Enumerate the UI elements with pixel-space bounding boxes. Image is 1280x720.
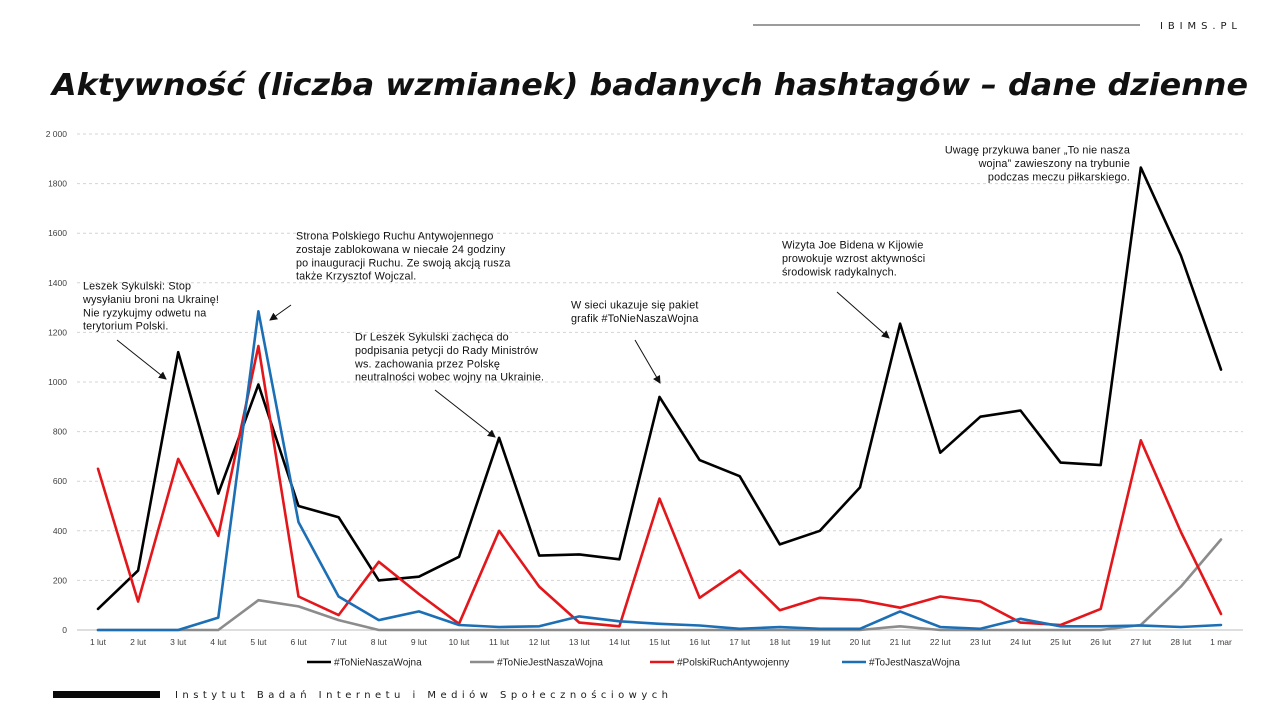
legend-label: #PolskiRuchAntywojenny (677, 658, 789, 669)
x-tick-label: 1 mar (1210, 637, 1232, 647)
x-tick-label: 23 lut (970, 637, 991, 647)
annotation-arrow (634, 339, 661, 384)
x-tick-label: 3 lut (170, 637, 187, 647)
x-tick-label: 24 lut (1010, 637, 1031, 647)
annotation: Strona Polskiego Ruchu Antywojennegozost… (269, 231, 511, 321)
x-tick-label: 8 lut (371, 637, 388, 647)
x-tick-label: 11 lut (489, 637, 510, 647)
x-tick-label: 10 lut (449, 637, 470, 647)
annotation: Dr Leszek Sykulski zachęca dopodpisania … (354, 332, 544, 438)
y-tick-label: 0 (62, 625, 67, 635)
annotation-line: zostaje zablokowana w niecałe 24 godziny (296, 244, 506, 256)
y-tick-label: 1600 (48, 228, 67, 238)
header: IBIMS.PL (753, 21, 1237, 32)
y-tick-label: 200 (53, 575, 67, 585)
annotation-line: Nie ryzykujmy odwetu na (83, 307, 206, 319)
y-tick-label: 1800 (48, 179, 67, 189)
legend-label: #ToJestNaszaWojna (869, 658, 960, 669)
annotation-line: grafik #ToNieNaszaWojna (571, 313, 698, 325)
series-line-polskiruchantywojenny (96, 344, 1223, 628)
y-tick-label: 1000 (48, 377, 67, 387)
x-tick-label: 25 lut (1050, 637, 1071, 647)
annotation-line: po inauguracji Ruchu. Ze swoją akcją rus… (296, 257, 511, 269)
annotation-line: wysyłaniu broni na Ukrainę! (82, 294, 219, 306)
x-tick-label: 6 lut (290, 637, 307, 647)
y-tick-label: 600 (53, 476, 67, 486)
x-tick-label: 14 lut (609, 637, 630, 647)
annotation-line: środowisk radykalnych. (782, 266, 897, 278)
annotation-line: podpisania petycji do Rady Ministrów (355, 345, 538, 357)
annotation-line: wojna” zawieszony na trybunie (978, 158, 1130, 170)
series-line-tonienaszawojna (96, 166, 1223, 611)
series-lines (96, 166, 1223, 632)
line-chart: 0 200 400 600 800 1000 1200 1400 1600 1800 2 000 1 … (46, 129, 1243, 669)
x-tick-label: 13 lut (569, 637, 590, 647)
x-tick-label: 5 lut (250, 637, 267, 647)
x-tick-label: 4 lut (210, 637, 227, 647)
x-tick-label: 28 lut (1170, 637, 1191, 647)
x-tick-label: 21 lut (890, 637, 911, 647)
x-tick-label: 15 lut (649, 637, 670, 647)
annotation-arrow (116, 339, 167, 380)
footer-bar (53, 691, 160, 698)
annotation-line: Dr Leszek Sykulski zachęca do (355, 332, 509, 344)
annotation-line: prowokuje wzrost aktywności (782, 253, 925, 265)
annotation-line: podczas meczu piłkarskiego. (988, 171, 1130, 183)
legend-label: #ToNieJestNaszaWojna (497, 658, 603, 669)
x-tick-label: 26 lut (1090, 637, 1111, 647)
y-axis-labels: 0 200 400 600 800 1000 1200 1400 1600 1800 2 000 (46, 129, 68, 635)
x-tick-label: 20 lut (850, 637, 871, 647)
footer: Instytut Badań Internetu i Mediów Społec… (53, 689, 668, 701)
annotation-line: terytorium Polski. (83, 321, 169, 333)
series-line-tojestnaszawojna (96, 310, 1223, 632)
y-tick-label: 400 (53, 526, 67, 536)
x-tick-label: 12 lut (529, 637, 550, 647)
legend-item: #ToNieJestNaszaWojna (470, 658, 603, 669)
page-title: Aktywność (liczba wzmianek) badanych has… (50, 68, 1248, 103)
x-tick-label: 2 lut (130, 637, 147, 647)
x-tick-label: 17 lut (729, 637, 750, 647)
x-tick-label: 16 lut (689, 637, 710, 647)
annotation-arrow (269, 304, 292, 321)
annotation-line: Uwagę przykuwa baner „To nie nasza (945, 145, 1130, 157)
legend-item: #ToNieNaszaWojna (307, 658, 422, 669)
y-tick-label: 2 000 (46, 129, 68, 139)
annotation: Uwagę przykuwa baner „To nie naszawojna”… (945, 145, 1130, 184)
series-line-toniejestnaszawojna (96, 538, 1223, 632)
site-name: IBIMS.PL (1160, 21, 1237, 32)
y-tick-label: 1200 (48, 327, 67, 337)
annotation-arrow (836, 291, 890, 339)
legend-label: #ToNieNaszaWojna (334, 658, 422, 669)
x-tick-label: 1 lut (90, 637, 107, 647)
annotation-arrow (434, 389, 496, 438)
x-tick-label: 18 lut (769, 637, 790, 647)
x-axis-labels: 1 lut 2 lut 3 lut 4 lut 5 lut 6 lut 7 lut 8 lut… (90, 637, 1232, 647)
annotation-line: W sieci ukazuje się pakiet (571, 300, 699, 312)
legend: #ToNieNaszaWojna #ToNieJestNaszaWojna #Pol… (307, 658, 960, 669)
x-tick-label: 9 lut (411, 637, 428, 647)
annotation-line: Strona Polskiego Ruchu Antywojennego (296, 231, 493, 243)
annotation-line: także Krzysztof Wojczal. (296, 271, 416, 283)
annotation-line: ws. zachowania przez Polskę (354, 358, 500, 370)
x-tick-label: 22 lut (930, 637, 951, 647)
legend-item: #PolskiRuchAntywojenny (650, 658, 789, 669)
x-tick-label: 7 lut (331, 637, 348, 647)
y-tick-label: 1400 (48, 278, 67, 288)
y-tick-label: 800 (53, 427, 67, 437)
annotation-line: neutralności wobec wojny na Ukrainie. (355, 372, 544, 384)
x-tick-label: 27 lut (1130, 637, 1151, 647)
legend-item: #ToJestNaszaWojna (842, 658, 960, 669)
annotation-line: Leszek Sykulski: Stop (83, 281, 191, 293)
footer-institute: Instytut Badań Internetu i Mediów Społec… (175, 689, 668, 701)
x-tick-label: 19 lut (810, 637, 831, 647)
annotation-line: Wizyta Joe Bidena w Kijowie (782, 240, 923, 252)
